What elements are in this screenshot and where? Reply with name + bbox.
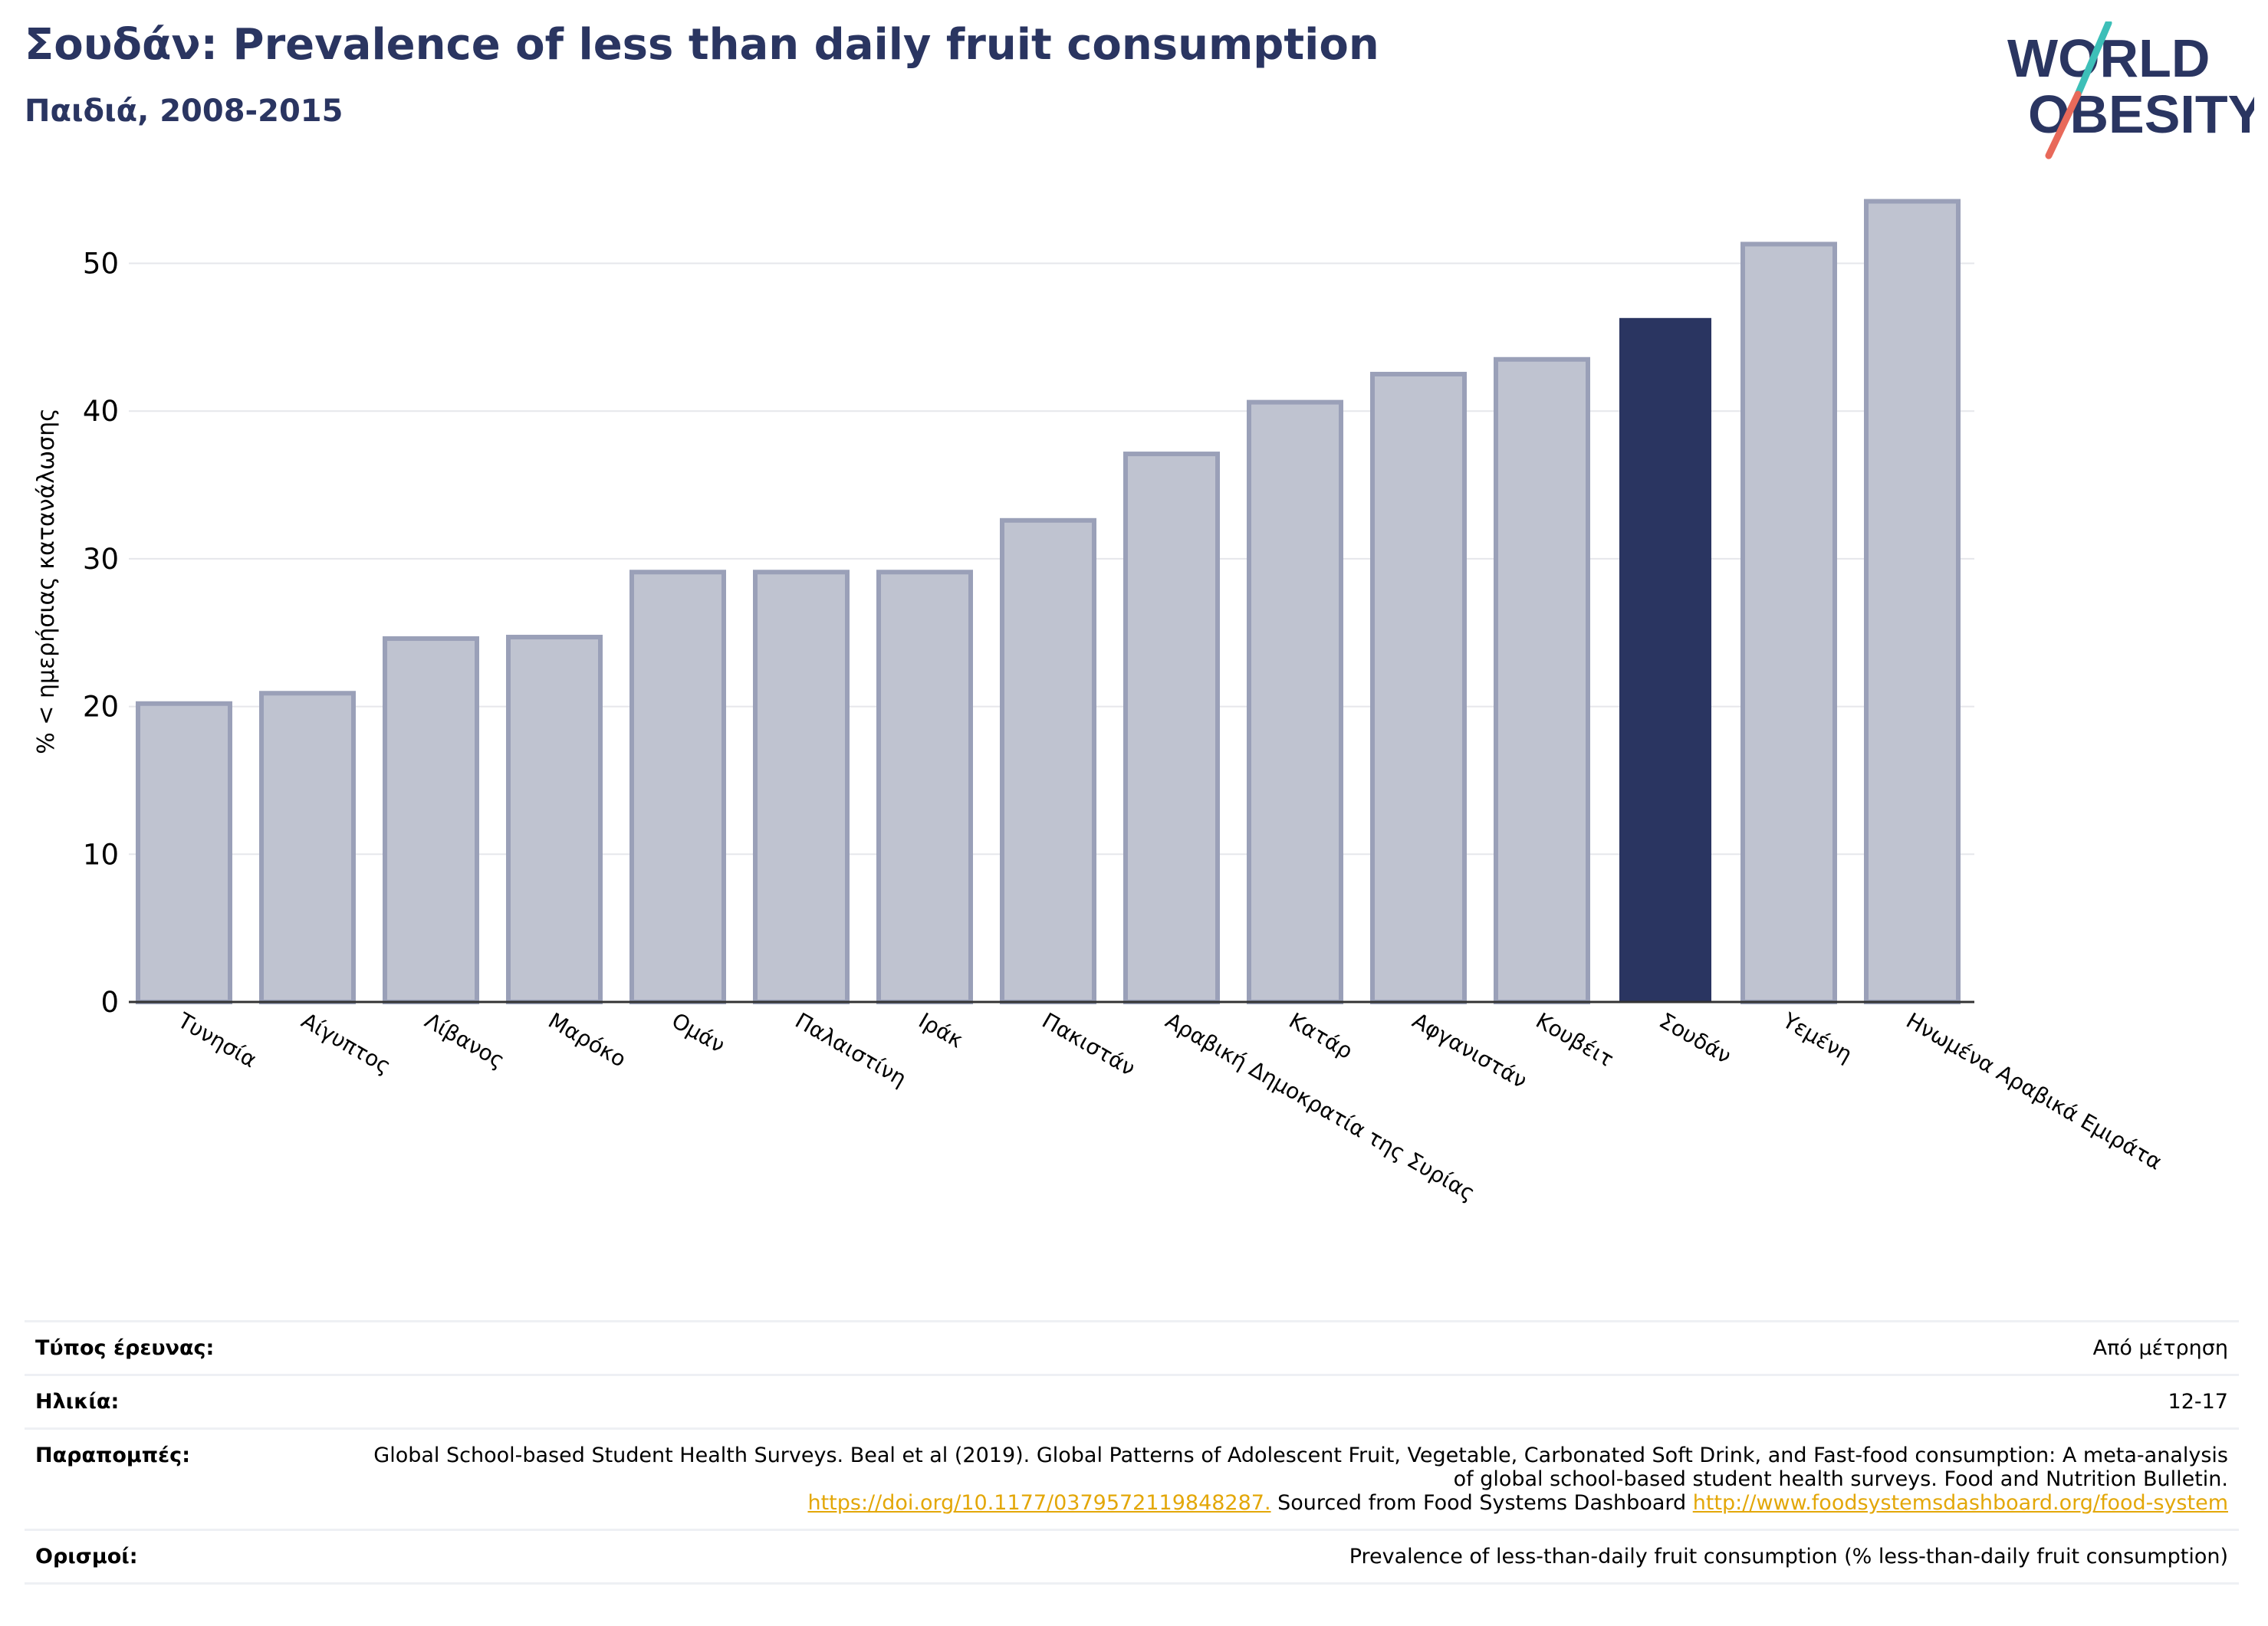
x-tick-label: Αφγανιστάν xyxy=(1408,1007,1532,1093)
x-tick-label: Πακιστάν xyxy=(1038,1007,1140,1081)
x-tick-label: Σουδάν xyxy=(1655,1007,1736,1069)
logo-slash-red xyxy=(2045,90,2082,159)
bar-7 xyxy=(876,570,973,1004)
references-source-text: Sourced from Food Systems Dashboard xyxy=(1270,1491,1693,1515)
bars xyxy=(136,199,1961,1005)
y-tick-label: 20 xyxy=(83,691,119,724)
references-label: Παραπομπές: xyxy=(35,1444,190,1467)
survey-type-value: Από μέτρηση xyxy=(2092,1336,2228,1360)
x-tick-label: Ομάν xyxy=(668,1007,730,1058)
definitions-label: Ορισμοί: xyxy=(35,1545,138,1569)
x-tick-label: Ιράκ xyxy=(915,1007,968,1053)
bar-8 xyxy=(1000,517,1096,1004)
references-text: Global School-based Student Health Surve… xyxy=(373,1444,2228,1491)
age-label: Ηλικία: xyxy=(35,1390,120,1414)
info-table: Τύπος έρευνας: Από μέτρηση Ηλικία: 12-17… xyxy=(25,1320,2239,1585)
bar-5 xyxy=(629,570,726,1004)
age-value: 12-17 xyxy=(2168,1390,2228,1414)
x-tick-label: Τυνησία xyxy=(173,1007,261,1073)
bar-15 xyxy=(1864,199,1961,1004)
x-tick-label: Κουβέιτ xyxy=(1532,1007,1619,1072)
chart-title: Σουδάν: Prevalence of less than daily fr… xyxy=(25,20,1379,70)
y-tick-label: 30 xyxy=(83,543,119,576)
y-tick-label: 50 xyxy=(83,248,119,281)
definitions-row: Ορισμοί: Prevalence of less-than-daily f… xyxy=(25,1529,2239,1585)
bar-1 xyxy=(136,701,232,1004)
x-tick-label: Παλαιστίνη xyxy=(791,1007,911,1091)
x-tick-label: Μαρόκο xyxy=(544,1007,631,1072)
logo-slash-teal xyxy=(2074,21,2112,98)
chart-subtitle: Παιδιά, 2008-2015 xyxy=(25,94,343,129)
age-row: Ηλικία: 12-17 xyxy=(25,1374,2239,1427)
survey-type-label: Τύπος έρευνας: xyxy=(35,1336,215,1360)
bar-12 xyxy=(1494,356,1590,1004)
bar-13 xyxy=(1619,317,1711,1002)
bar-3 xyxy=(383,636,479,1004)
logo-word-world: WORLD xyxy=(2007,28,2210,88)
x-tick-labels: Τυνησία Αίγυπτος Λίβανος Μαρόκο Ομάν Παλαιστί… xyxy=(173,1007,2167,1206)
y-tick-label: 0 xyxy=(100,986,119,1019)
bar-14 xyxy=(1740,241,1837,1005)
definitions-value: Prevalence of less-than-daily fruit cons… xyxy=(1349,1545,2228,1569)
world-obesity-logo: WORLD OBESITY xyxy=(2007,21,2254,159)
y-tick-label: 40 xyxy=(83,395,119,428)
y-axis-title: % < ημερήσιας κατανάλωσης xyxy=(33,408,60,754)
x-tick-label: Ηνωμένα Αραβικά Εμιράτα xyxy=(1902,1007,2167,1174)
doi-link[interactable]: https://doi.org/10.1177/0379572119848287… xyxy=(807,1491,1271,1515)
survey-type-row: Τύπος έρευνας: Από μέτρηση xyxy=(25,1320,2239,1374)
y-tick-labels: 0 10 20 30 40 50 xyxy=(83,248,119,1020)
references-row: Παραπομπές: Global School-based Student … xyxy=(25,1427,2239,1529)
y-tick-label: 10 xyxy=(83,838,119,871)
x-tick-label: Αίγυπτος xyxy=(297,1007,396,1079)
food-systems-dashboard-link[interactable]: http://www.foodsystemsdashboard.org/food… xyxy=(1692,1491,2228,1515)
bar-9 xyxy=(1123,452,1220,1004)
x-tick-label: Λίβανος xyxy=(421,1007,509,1073)
bar-chart: 0 10 20 30 40 50 Τυνησία Αίγυπτος Λίβανος Μαρόκο… xyxy=(33,199,2167,1206)
bar-11 xyxy=(1370,372,1467,1004)
bar-6 xyxy=(753,570,850,1004)
references-value: Global School-based Student Health Surve… xyxy=(350,1444,2228,1515)
x-tick-label: Υεμένη xyxy=(1778,1007,1857,1067)
bar-2 xyxy=(259,691,356,1005)
x-tick-label: Κατάρ xyxy=(1285,1007,1357,1064)
bar-10 xyxy=(1247,399,1343,1004)
bar-4 xyxy=(506,635,603,1004)
